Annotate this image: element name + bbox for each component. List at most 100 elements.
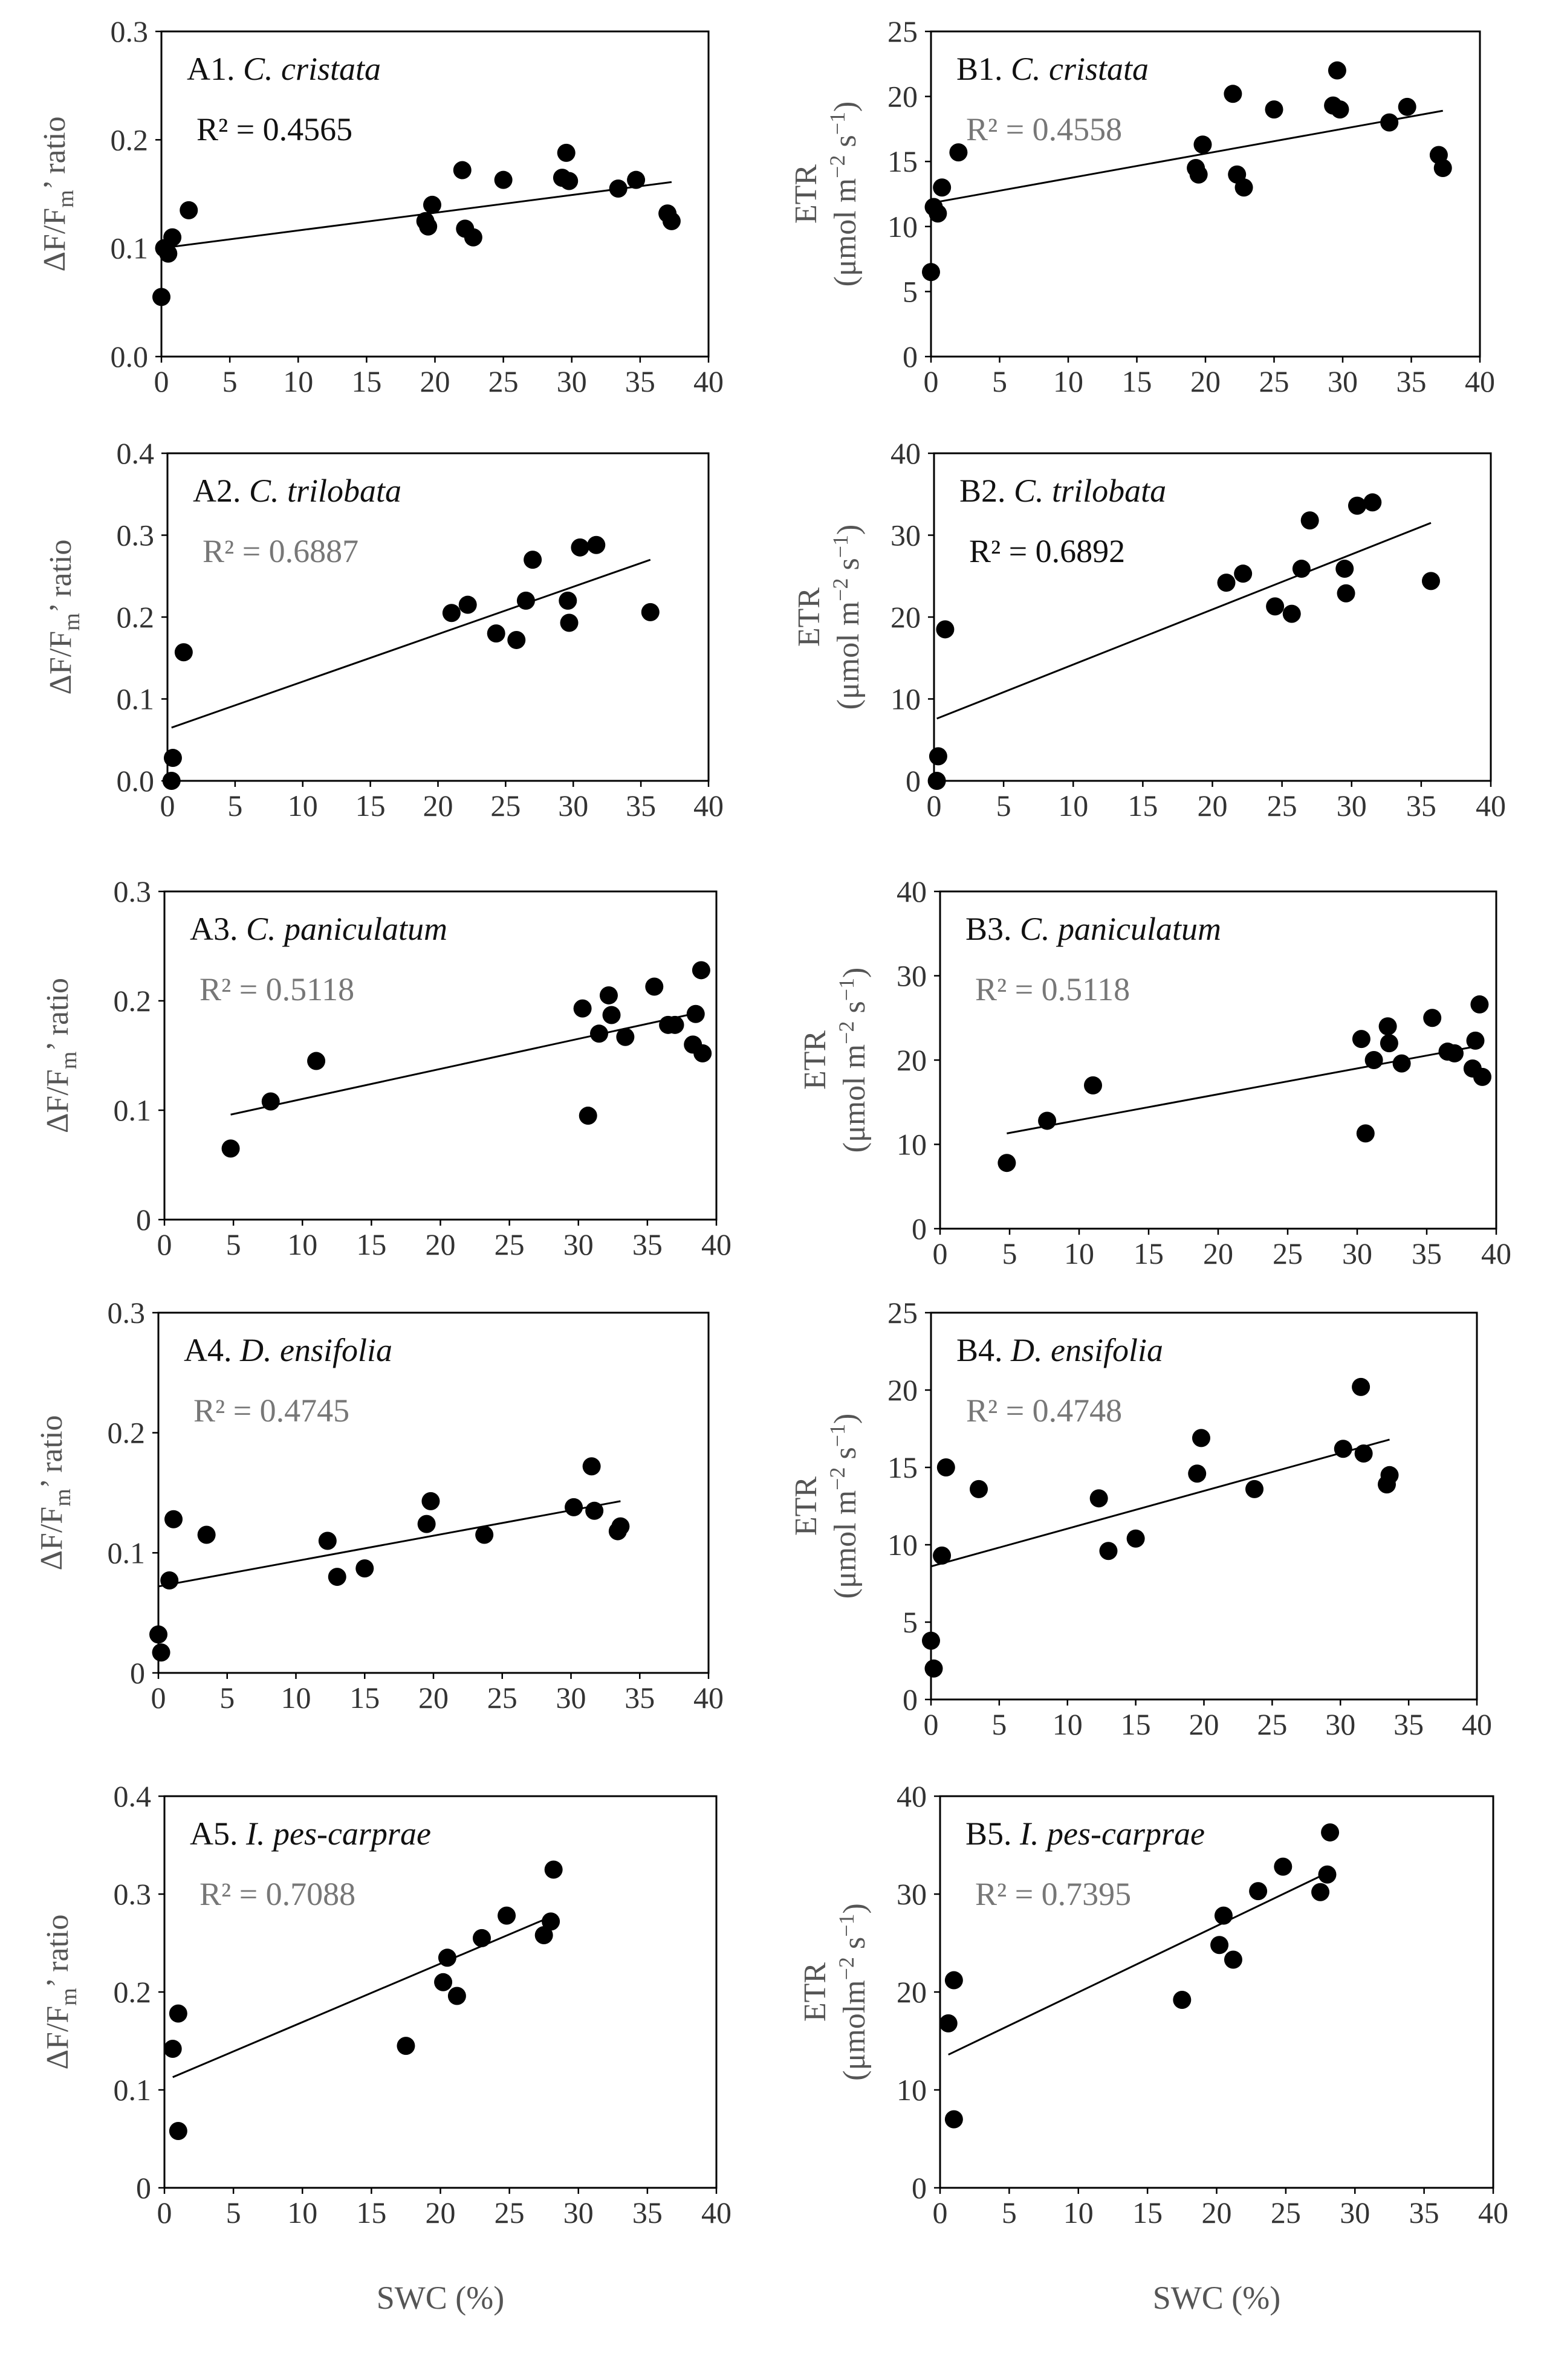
data-point [1224, 85, 1242, 103]
data-point [169, 2122, 187, 2141]
x-tick-label: 5 [1002, 1237, 1017, 1270]
panel-b3: 0 5 10 15 20 25 30 35 40 0 10 20 30 40 B3. C. panicula… [798, 875, 1511, 1270]
data-point [464, 228, 482, 247]
data-point [516, 591, 535, 610]
panel-b2: 0 5 10 15 20 25 30 35 40 0 10 20 30 40 B2. C. trilobat… [792, 436, 1506, 823]
panel-label: B2. [959, 473, 1006, 509]
data-point [1380, 1466, 1399, 1484]
y-tick-label: 20 [890, 600, 921, 634]
species-name: I. pes-carprae [1019, 1816, 1205, 1852]
data-point [557, 143, 576, 162]
data-point [573, 999, 592, 1018]
data-point [1392, 1054, 1411, 1073]
data-point [944, 1971, 963, 1990]
data-point [599, 986, 618, 1004]
panel-label: B5. [965, 1816, 1012, 1852]
r-squared-label: R² = 0.4745 [193, 1392, 349, 1429]
species-name: C. paniculatum [1020, 911, 1221, 947]
data-point [507, 630, 526, 649]
y-tick-label: 0 [906, 764, 921, 798]
data-point [1466, 1031, 1485, 1050]
data-point [933, 1546, 952, 1565]
x-tick-label: 35 [626, 789, 656, 823]
trendline [172, 1915, 554, 2078]
x-tick-label: 35 [632, 2196, 663, 2230]
y-axis-label: ΔF/Fm’ ratio [37, 116, 79, 271]
x-tick-label: 5 [226, 2196, 241, 2230]
data-point [939, 2014, 958, 2032]
y-tick-label: 0.0 [111, 340, 149, 373]
trendline [948, 1871, 1331, 2056]
y-axis-label: ETR [798, 1030, 832, 1090]
data-point [641, 603, 660, 621]
x-tick-label: 10 [287, 1227, 317, 1261]
x-tick-label: 20 [418, 1681, 449, 1715]
x-tick-label: 20 [1189, 1707, 1219, 1741]
x-tick-label: 40 [693, 364, 724, 398]
trendline [230, 1011, 703, 1116]
panel-title: A1. C. cristata [187, 51, 381, 87]
x-tick-label: 0 [160, 789, 175, 823]
x-tick-label: 15 [1132, 2196, 1163, 2230]
data-point [1433, 158, 1452, 177]
x-tick-label: 10 [281, 1681, 311, 1715]
y-axis-label: ETR [789, 164, 823, 224]
data-point [936, 620, 955, 639]
y-tick-label: 20 [887, 1373, 918, 1407]
x-tick-label: 30 [556, 1681, 586, 1715]
y-tick-label: 0.2 [111, 123, 149, 157]
x-tick-label: 20 [426, 1227, 456, 1261]
x-tick-label: 20 [1198, 789, 1228, 823]
x-tick-label: 30 [558, 789, 588, 823]
trendline [936, 522, 1432, 720]
x-tick-label: 0 [157, 2196, 172, 2230]
y-tick-label: 25 [887, 1296, 918, 1330]
data-point [1398, 97, 1416, 116]
r-squared-label: R² = 0.5118 [199, 971, 354, 1007]
x-tick-label: 0 [151, 1681, 166, 1715]
y-axis-unit: (μmol m−2 s−1) [834, 968, 872, 1153]
y-tick-label: 0.3 [114, 1877, 152, 1911]
y-tick-label: 10 [897, 1128, 927, 1162]
x-tick-label: 30 [563, 1227, 594, 1261]
data-point [453, 161, 472, 179]
panel-title: A2. C. trilobata [193, 473, 401, 509]
data-point [1335, 560, 1354, 578]
data-point [1266, 597, 1285, 616]
data-point [1352, 1377, 1370, 1396]
data-point [936, 1458, 955, 1476]
data-point [174, 643, 193, 662]
data-point [1473, 1067, 1491, 1086]
y-tick-label: 10 [887, 1528, 918, 1562]
y-tick-label: 10 [897, 2073, 927, 2107]
y-tick-label: 0 [130, 1656, 145, 1690]
data-point [1214, 1906, 1233, 1925]
data-point [666, 1015, 684, 1034]
r-squared-label: R² = 0.7088 [199, 1876, 355, 1912]
y-tick-label: 0.1 [108, 1536, 146, 1570]
data-point [602, 1006, 621, 1024]
data-point [163, 749, 182, 768]
data-point [419, 217, 438, 236]
data-point [169, 2004, 187, 2023]
panel-a1: 0 5 10 15 20 25 30 35 40 0.0 0.1 0.2 0.3 A1. C. crist… [37, 15, 724, 398]
panel-title: A4. D. ensifolia [184, 1332, 392, 1368]
x-tick-label: 0 [933, 2196, 948, 2230]
x-tick-label: 35 [624, 1681, 655, 1715]
data-point [261, 1092, 280, 1111]
x-tick-label: 30 [557, 364, 587, 398]
x-tick-label: 40 [701, 2196, 731, 2230]
x-tick-label: 35 [632, 1227, 663, 1261]
data-point [1331, 100, 1349, 119]
data-point [1321, 1823, 1340, 1842]
y-tick-label: 15 [887, 1450, 918, 1484]
data-point [997, 1154, 1016, 1172]
x-tick-label: 20 [420, 364, 450, 398]
panel-b4: 0 5 10 15 20 25 30 35 40 0 5 10 15 20 25 B4. D. ensifol… [789, 1296, 1492, 1741]
data-point [1354, 1444, 1373, 1463]
data-point [933, 178, 952, 197]
data-point [423, 195, 441, 214]
y-tick-label: 0.3 [114, 875, 152, 908]
data-point [475, 1525, 494, 1544]
panel-label: B3. [965, 911, 1012, 947]
